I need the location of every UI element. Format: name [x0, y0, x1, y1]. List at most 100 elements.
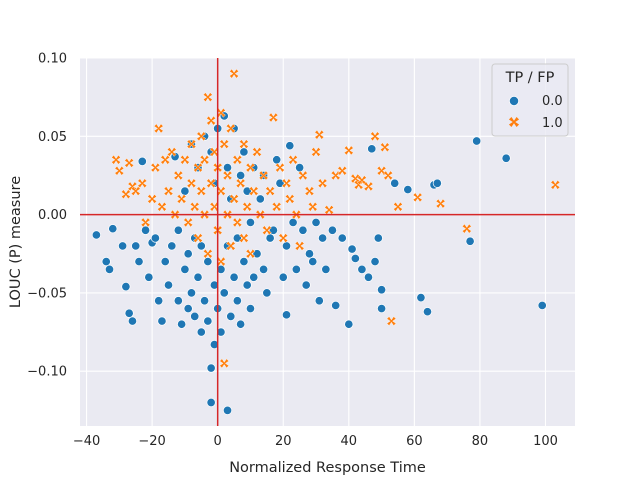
data-point-tp-0 — [154, 296, 164, 306]
data-point-tp-0 — [259, 264, 269, 274]
data-point-tp-0 — [108, 224, 118, 234]
data-point-tp-0 — [416, 293, 426, 303]
data-point-tp-0 — [180, 264, 190, 274]
data-point-tp-0 — [236, 170, 246, 180]
data-point-tp-1 — [147, 194, 157, 204]
data-point-tp-0 — [157, 316, 167, 326]
data-point-tp-1 — [232, 154, 243, 165]
data-point-tp-0 — [137, 156, 147, 166]
data-point-tp-1 — [380, 142, 390, 153]
legend-label-0: 0.0 — [542, 94, 563, 109]
data-point-tp-1 — [209, 147, 220, 157]
data-point-tp-0 — [141, 225, 151, 235]
data-point-tp-0 — [163, 280, 174, 290]
data-point-tp-0 — [180, 186, 190, 196]
data-point-tp-0 — [232, 296, 242, 306]
data-point-tp-0 — [219, 288, 229, 298]
data-point-tp-1 — [157, 201, 167, 212]
data-point-tp-0 — [272, 155, 282, 165]
data-point-tp-1 — [229, 68, 239, 79]
data-point-tp-1 — [124, 158, 135, 168]
y-tick-label: 0.00 — [38, 208, 67, 223]
data-point-tp-0 — [285, 141, 295, 151]
data-point-tp-1 — [304, 186, 315, 196]
data-point-tp-0 — [321, 264, 331, 274]
data-point-tp-0 — [347, 244, 357, 254]
data-point-tp-0 — [367, 144, 377, 154]
data-point-tp-1 — [163, 186, 174, 196]
data-point-tp-1 — [242, 201, 253, 212]
data-point-tp-0 — [124, 308, 134, 318]
data-point-tp-0 — [206, 363, 216, 373]
data-point-tp-1 — [111, 154, 121, 165]
data-point-tp-1 — [222, 170, 233, 181]
data-point-tp-1 — [252, 147, 262, 157]
legend: TP / FP 0.0 1.0 — [491, 63, 569, 137]
data-point-tp-1 — [461, 223, 472, 234]
y-tick-label: 0.05 — [38, 130, 67, 145]
data-point-tp-1 — [193, 162, 203, 173]
data-point-tp-1 — [245, 248, 256, 259]
y-axis-ticks: −0.10 −0.05 0.00 0.05 0.10 — [27, 52, 67, 380]
data-point-tp-0 — [301, 280, 311, 290]
x-tick-label: −20 — [138, 434, 165, 449]
x-tick-label: 40 — [341, 434, 358, 449]
data-point-tp-1 — [239, 139, 249, 149]
data-point-tp-1 — [114, 165, 125, 176]
data-point-tp-0 — [104, 264, 115, 274]
x-tick-label: 80 — [472, 434, 489, 449]
data-point-tp-1 — [219, 139, 230, 149]
data-point-tp-0 — [160, 257, 170, 267]
data-point-tp-1 — [550, 179, 561, 190]
data-point-tp-0 — [118, 241, 128, 251]
data-point-tp-0 — [255, 194, 265, 204]
data-point-tp-0 — [281, 241, 292, 251]
data-point-tp-0 — [200, 296, 210, 306]
data-point-tp-0 — [144, 272, 154, 282]
data-point-tp-1 — [121, 189, 131, 200]
data-point-tp-0 — [377, 304, 387, 314]
data-point-tp-0 — [222, 405, 233, 415]
data-point-tp-0 — [173, 296, 183, 306]
x-axis-ticks: −40 −20 0 20 40 60 80 100 — [73, 434, 558, 449]
data-point-tp-0 — [239, 147, 249, 157]
data-point-tp-0 — [278, 272, 288, 282]
data-point-tp-0 — [291, 264, 301, 274]
data-point-tp-0 — [216, 327, 226, 337]
data-point-tp-1 — [232, 217, 243, 228]
data-point-tp-0 — [465, 236, 475, 246]
data-point-tp-1 — [435, 198, 446, 209]
legend-title: TP / FP — [505, 70, 555, 86]
data-point-tp-1 — [150, 162, 161, 173]
data-point-tp-0 — [403, 184, 413, 195]
series-0-points — [91, 111, 547, 415]
data-point-tp-1 — [219, 358, 230, 369]
legend-marker-circle — [509, 96, 519, 106]
data-point-tp-0 — [298, 225, 308, 235]
data-point-tp-1 — [176, 194, 187, 204]
legend-marker-x — [508, 116, 520, 128]
data-point-tp-0 — [203, 257, 213, 267]
data-point-tp-1 — [206, 178, 216, 189]
data-point-tp-0 — [262, 288, 272, 298]
data-point-tp-0 — [472, 136, 482, 146]
data-point-tp-1 — [258, 170, 269, 181]
data-point-tp-1 — [271, 201, 282, 212]
data-point-tp-0 — [134, 257, 144, 267]
y-tick-label: −0.05 — [27, 286, 67, 301]
data-point-tp-1 — [183, 217, 194, 228]
data-point-tp-0 — [196, 241, 206, 251]
data-point-tp-1 — [225, 241, 236, 251]
data-point-tp-0 — [209, 280, 219, 290]
data-point-tp-0 — [318, 233, 328, 243]
data-point-tp-0 — [304, 249, 315, 259]
data-point-tp-1 — [363, 181, 374, 192]
data-point-tp-0 — [288, 217, 298, 227]
data-point-tp-0 — [314, 296, 324, 306]
data-point-tp-1 — [239, 233, 249, 243]
data-point-tp-1 — [288, 154, 298, 165]
data-point-tp-0 — [295, 163, 305, 173]
y-tick-label: −0.10 — [27, 365, 67, 380]
data-point-tp-1 — [216, 107, 226, 118]
